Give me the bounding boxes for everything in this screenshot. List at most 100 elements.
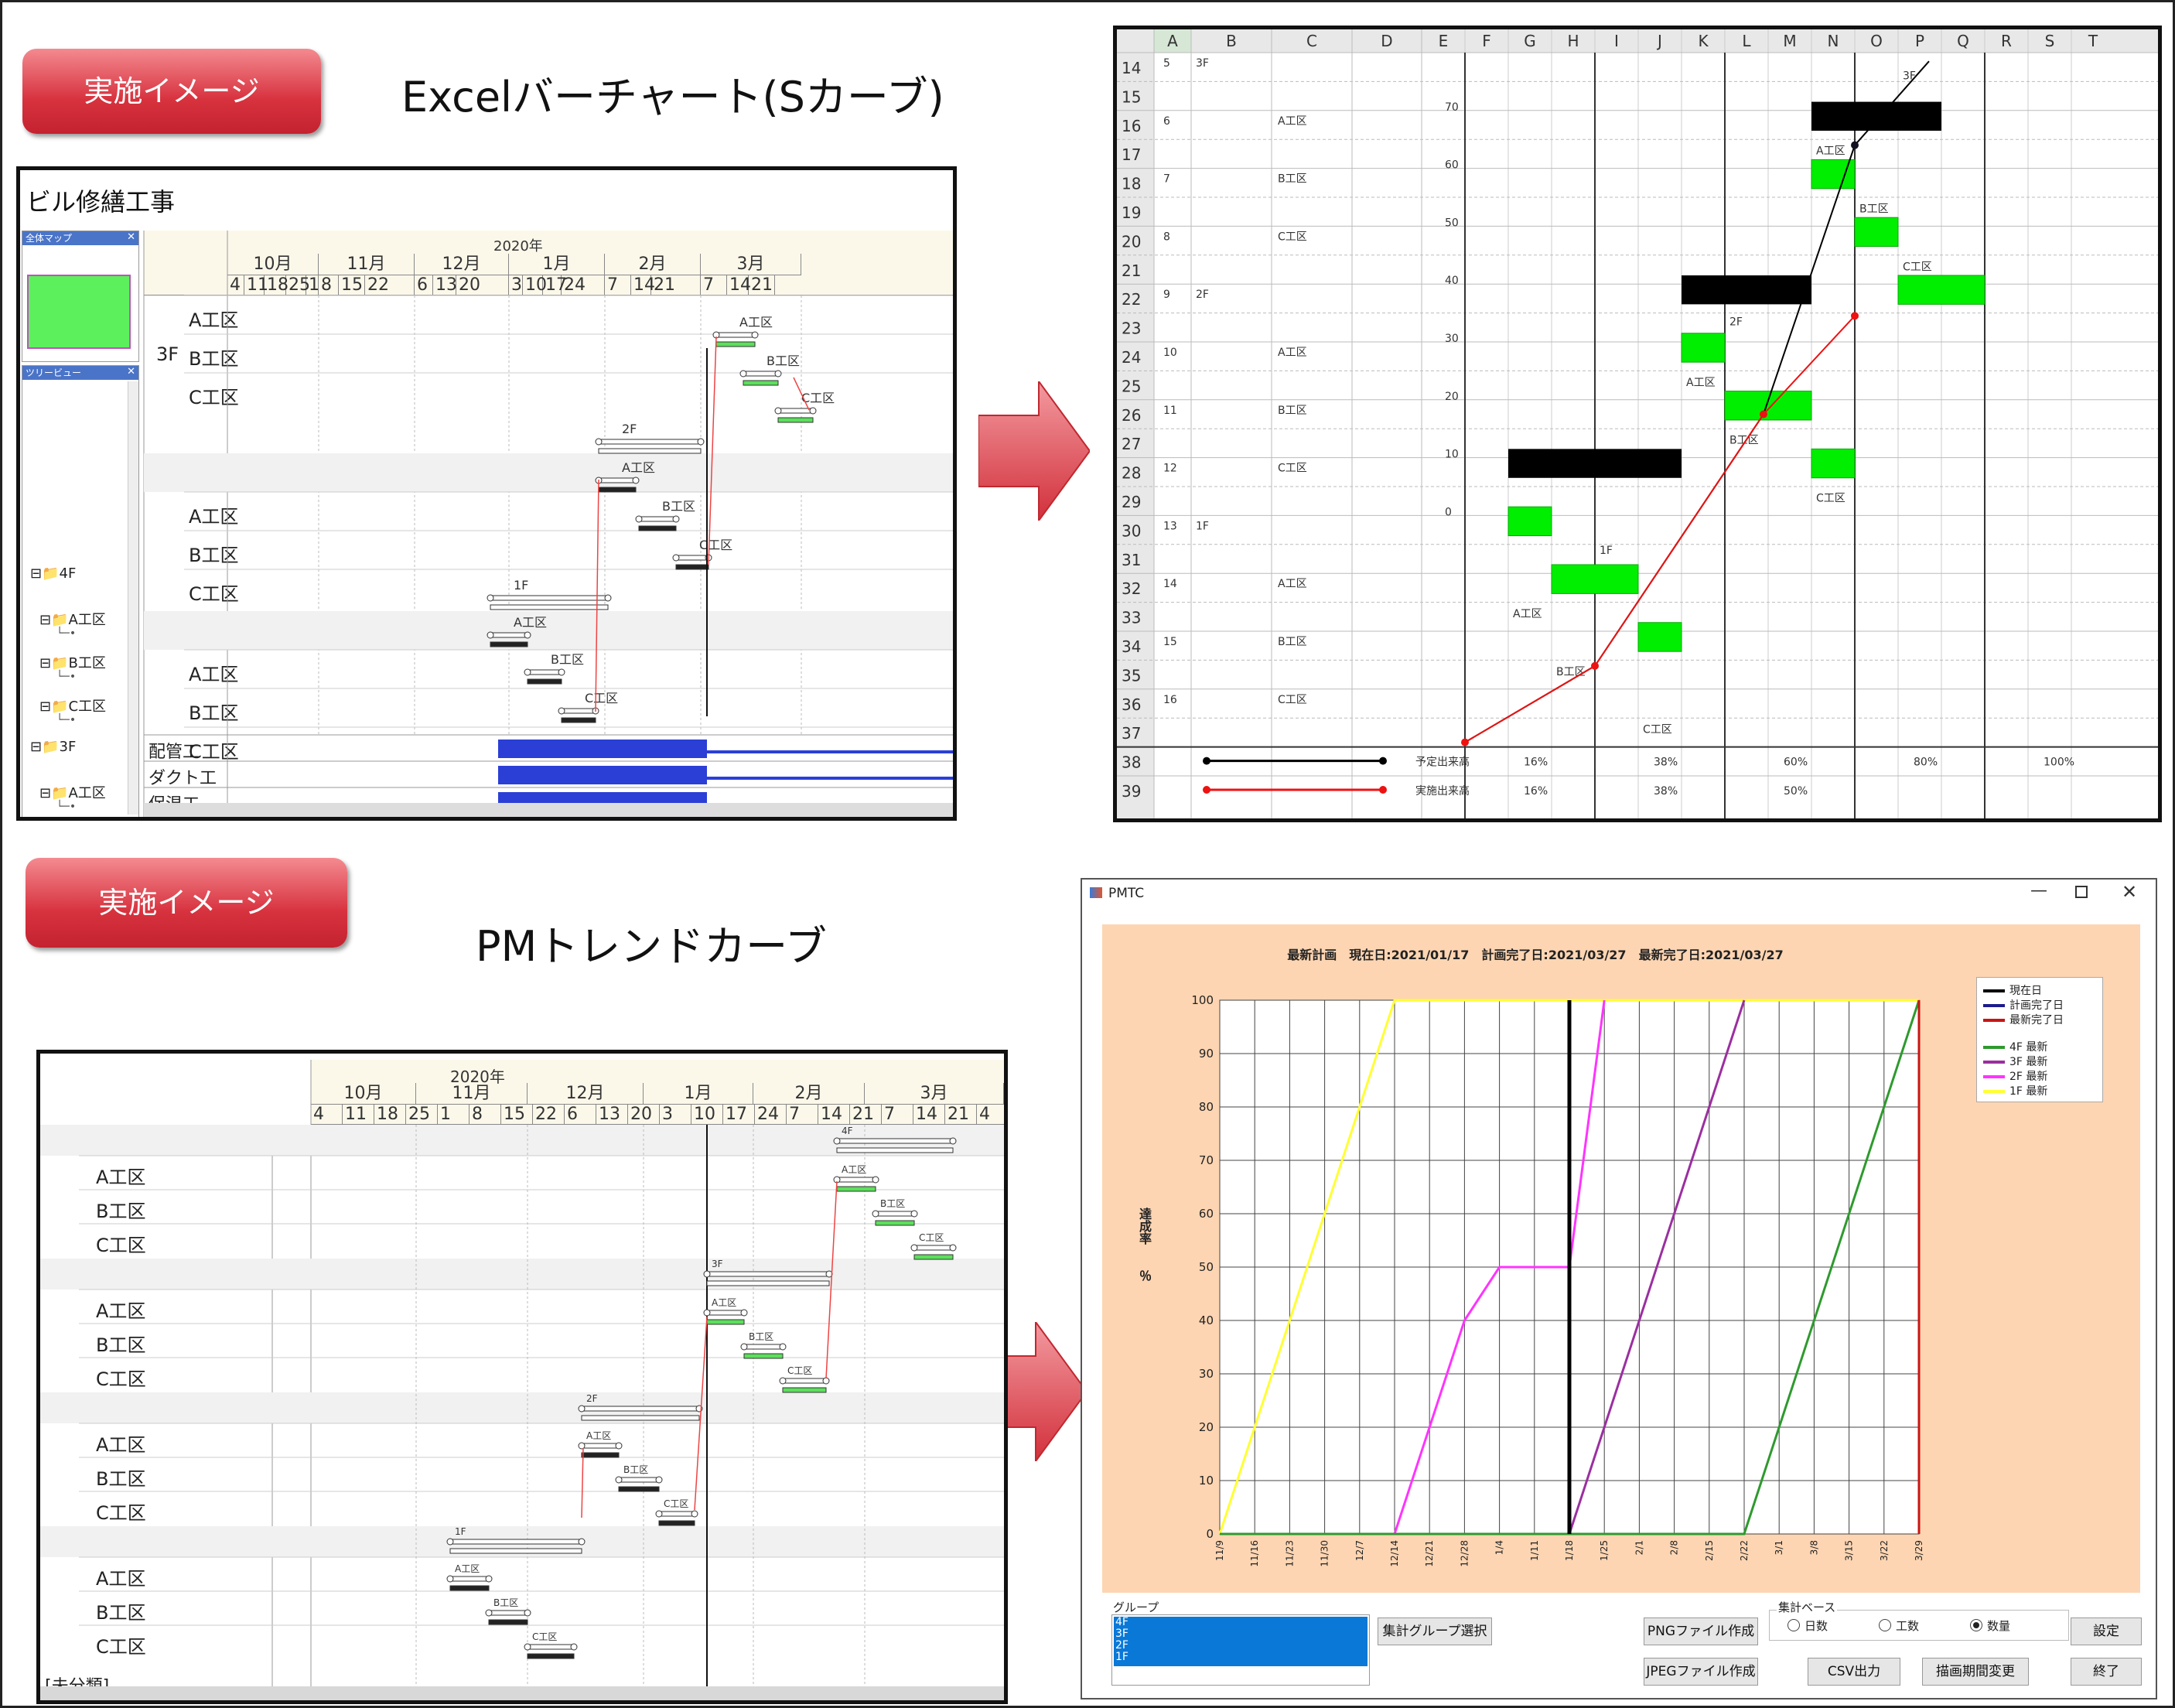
group-item[interactable]: 4F: [1115, 1616, 1128, 1628]
bar-end: [949, 1244, 957, 1252]
bar-start: [487, 594, 494, 602]
tree-node[interactable]: ⊟📁C工区: [39, 699, 107, 715]
dependency-line: [694, 1316, 708, 1511]
item-name: B工区: [1278, 173, 1307, 186]
dependency-line: [595, 479, 599, 712]
bar-label: 1F: [1600, 545, 1613, 557]
bar-end: [604, 594, 612, 602]
task-bar: [1507, 506, 1552, 537]
close-icon[interactable]: ✕: [127, 366, 135, 377]
month-header: 10月: [311, 1083, 416, 1105]
month-header: 11月: [319, 254, 415, 275]
day-header: 11: [343, 1105, 374, 1125]
actual-bar: [706, 1280, 830, 1286]
radio-button[interactable]: [1787, 1619, 1800, 1631]
day-header: 10: [523, 275, 547, 295]
row-header: 29: [1122, 493, 1141, 511]
radio-label: 数量: [1987, 1619, 2011, 1633]
actual-bar: [490, 641, 528, 647]
minimize-icon[interactable]: —: [2030, 881, 2047, 900]
maximize-icon[interactable]: [2075, 886, 2088, 898]
legend-swatch: [1983, 1046, 2005, 1049]
plan-bar: [706, 1271, 830, 1277]
horizontal-scrollbar[interactable]: [40, 1686, 1004, 1700]
tree-node[interactable]: ⊟📁A工区: [39, 612, 106, 628]
tree-node[interactable]: ⊟📁B工区: [39, 655, 106, 671]
row-header-bg: [1117, 29, 1154, 818]
group-list-selected[interactable]: 4F 3F 2F 1F: [1114, 1617, 1367, 1666]
bar-start: [779, 1377, 787, 1385]
actual-bar: [743, 380, 779, 386]
bar-start: [833, 1137, 841, 1145]
close-icon[interactable]: ✕: [2122, 881, 2138, 903]
floor-label: 3F: [156, 343, 179, 365]
tree-node[interactable]: ⊟📁3F: [30, 739, 77, 755]
x-tick-label: 2/15: [1704, 1540, 1715, 1561]
bar-label: A工区: [712, 1297, 736, 1308]
bar-label: C工区: [787, 1365, 812, 1376]
actual-point: [1461, 738, 1469, 746]
row-header: 25: [1122, 377, 1141, 395]
tree-leaf: └─•: [56, 627, 77, 640]
radio-button[interactable]: [1970, 1619, 1982, 1631]
day-header: 4: [311, 1105, 343, 1125]
bar-end: [672, 515, 680, 523]
group-item[interactable]: 1F: [1115, 1651, 1128, 1663]
actual-legend-dot: [1203, 786, 1210, 794]
bar-start: [740, 1343, 748, 1351]
task-bar: [1897, 275, 1985, 305]
plan-bar: [913, 1245, 954, 1251]
bar-label: C工区: [801, 391, 835, 405]
bar-end: [697, 438, 705, 446]
row-header: 20: [1122, 232, 1141, 251]
csv-export-button[interactable]: CSV出力: [1808, 1658, 1900, 1686]
row-header: 19: [1122, 203, 1141, 222]
settings-button[interactable]: 設定: [2071, 1617, 2142, 1645]
tree-node[interactable]: ⊟📁4F: [30, 565, 77, 582]
task-bar: [1637, 622, 1682, 652]
legend-label: 現在日: [2009, 985, 2042, 997]
tree-node[interactable]: ⊟📁A工区: [39, 785, 106, 801]
tree-scrollbar[interactable]: [128, 381, 138, 815]
resource-label: 配管工: [149, 743, 200, 762]
day-header: 21: [850, 1105, 882, 1125]
x-tick-label: 3/29: [1914, 1540, 1924, 1561]
month-header: 1月: [509, 254, 605, 275]
caption-excel-s-curve: Excelバーチャート(Sカーブ): [401, 73, 944, 121]
plan-bar: [490, 595, 609, 601]
row-header: 15: [1122, 87, 1141, 106]
mini-map-viewport[interactable]: [27, 275, 131, 349]
exit-button[interactable]: 終了: [2071, 1658, 2142, 1686]
item-name: A工区: [1278, 115, 1307, 128]
bar-label: B工区: [767, 354, 800, 368]
radio-button[interactable]: [1879, 1619, 1891, 1631]
draw-period-change-button[interactable]: 描画期間変更: [1922, 1658, 2029, 1686]
bar-end: [655, 1476, 663, 1484]
group-listbox[interactable]: 4F 3F 2F 1F: [1111, 1614, 1370, 1686]
group-item[interactable]: 2F: [1115, 1639, 1128, 1652]
bar-start: [739, 370, 747, 377]
resource-label: ダクト工: [149, 769, 217, 788]
zone-label: C工区: [189, 741, 239, 763]
actual-bar: [449, 1585, 490, 1591]
bar-start: [872, 1210, 879, 1218]
year-label: 2020年: [493, 238, 543, 254]
png-export-button[interactable]: PNGファイル作成: [1644, 1617, 1758, 1645]
item-name: B工区: [1278, 636, 1307, 648]
bar-start: [578, 1405, 586, 1413]
group-item[interactable]: 3F: [1115, 1628, 1128, 1640]
column-header: L: [1742, 32, 1751, 50]
actual-bar: [706, 1319, 745, 1325]
bar-start: [524, 1643, 531, 1651]
legend-label: 4F 最新: [2009, 1041, 2048, 1054]
close-icon[interactable]: ✕: [127, 231, 135, 243]
right-arrow-icon: [978, 381, 1090, 521]
plan-bar: [675, 555, 709, 561]
bar-label: A工区: [739, 315, 773, 330]
bar-start: [703, 1309, 711, 1317]
x-tick-label: 12/21: [1424, 1540, 1435, 1567]
jpeg-export-button[interactable]: JPEGファイル作成: [1644, 1658, 1758, 1686]
bar-label: A工区: [514, 615, 547, 630]
bar-label: 1F: [455, 1526, 466, 1537]
aggregate-group-button[interactable]: 集計グループ選択: [1378, 1617, 1492, 1645]
